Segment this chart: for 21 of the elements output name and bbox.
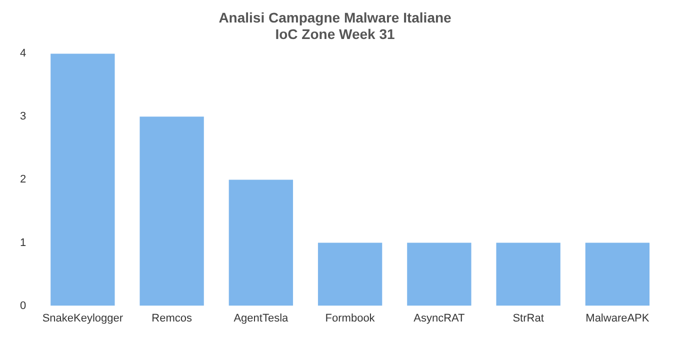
y-tick-label: 3: [20, 110, 26, 123]
y-tick-label: 4: [20, 48, 26, 60]
bar: [496, 242, 560, 306]
y-tick-label: 2: [20, 174, 26, 186]
x-tick-label: SnakeKeylogger: [42, 312, 124, 324]
bar: [140, 116, 204, 306]
y-tick-label: 0: [20, 300, 26, 312]
chart-title: Analisi Campagne Malware Italiane: [218, 9, 452, 26]
chart-subtitle: IoC Zone Week 31: [275, 26, 395, 42]
y-tick-label: 1: [20, 236, 26, 249]
bar: [318, 242, 382, 306]
x-tick-label: AgentTesla: [234, 312, 290, 324]
x-tick-label: MalwareAPK: [586, 312, 650, 324]
bar: [407, 242, 472, 306]
x-tick-label: StrRat: [512, 312, 544, 324]
x-tick-label: Formbook: [325, 312, 376, 324]
bar: [50, 54, 115, 306]
x-tick-label: Remcos: [152, 312, 192, 324]
bar: [585, 242, 650, 306]
x-tick-label: AsyncRAT: [414, 312, 466, 324]
bar: [228, 180, 294, 306]
